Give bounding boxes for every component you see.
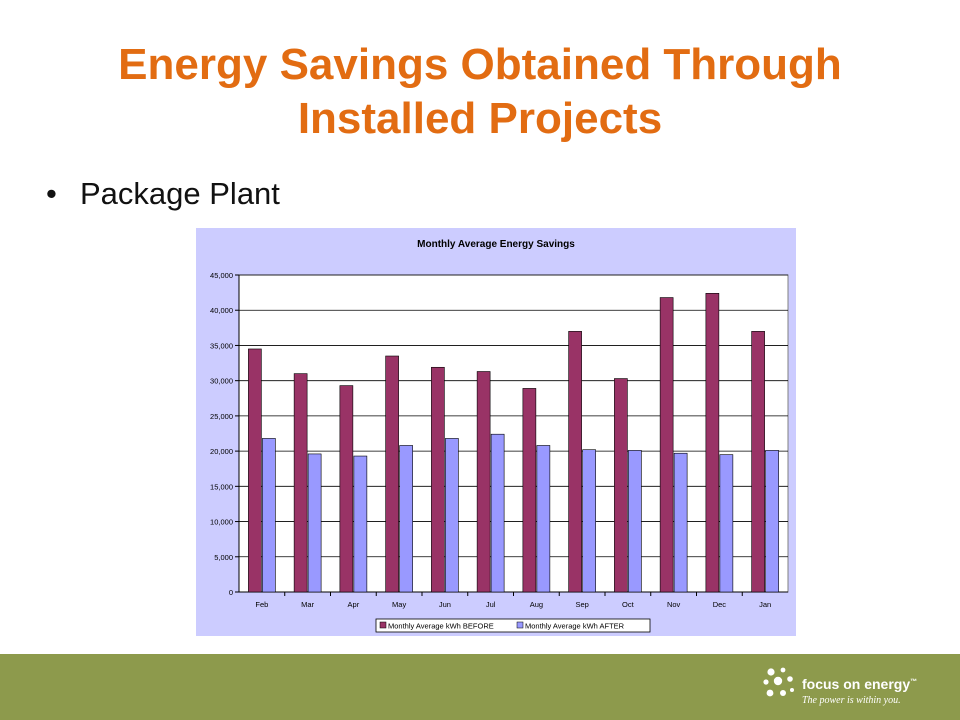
legend-label: Monthly Average kWh BEFORE: [388, 622, 494, 631]
x-tick-label: Aug: [530, 600, 543, 609]
legend-swatch: [516, 621, 524, 629]
bar-after: [582, 449, 596, 593]
bar-before: [522, 388, 537, 593]
x-tick-label: Sep: [575, 600, 588, 609]
legend-box: [375, 618, 651, 633]
brand-tagline: The power is within you.: [802, 695, 901, 706]
y-tick-label: 5,000: [214, 553, 233, 562]
bar-after: [765, 450, 779, 593]
dots-cluster-icon: [763, 667, 794, 697]
bar-before: [431, 366, 445, 593]
y-tick-label: 25,000: [210, 412, 233, 421]
bar-before: [614, 378, 628, 593]
bar-after: [719, 454, 734, 593]
bar-chart: Monthly Average Energy Savings 0 5,000 10,…: [210, 239, 789, 633]
brand-name: focus on energy™: [802, 676, 918, 692]
trademark: ™: [910, 678, 918, 686]
y-tick-label: 15,000: [210, 482, 233, 491]
y-tick-label: 30,000: [210, 377, 233, 386]
x-tick-label: Dec: [713, 600, 727, 609]
legend-label: Monthly Average kWh AFTER: [525, 622, 625, 631]
slide-title-line-1: Energy Savings Obtained Through: [118, 40, 842, 89]
bullet-text: Package Plant: [80, 176, 280, 211]
bar-before: [476, 371, 491, 593]
x-tick-label: Jul: [486, 600, 496, 609]
bar-before: [339, 385, 354, 593]
bar-after: [262, 438, 276, 593]
bar-after: [445, 438, 459, 593]
x-tick-label: Apr: [348, 600, 360, 609]
bar-before: [248, 348, 262, 593]
x-tick-label: May: [392, 600, 406, 609]
bar-after: [628, 450, 642, 593]
y-tick-label: 20,000: [210, 447, 233, 456]
x-tick-label: Oct: [622, 600, 635, 609]
chart-title: Monthly Average Energy Savings: [417, 239, 575, 250]
bar-after: [490, 433, 505, 593]
slide-title: Energy Savings Obtained Through Installe…: [0, 38, 960, 146]
focus-on-energy-logo: focus on energy™ The power is within you…: [762, 664, 952, 712]
slide-title-line-2: Installed Projects: [297, 94, 663, 143]
x-tick-label: Jan: [759, 600, 771, 609]
legend-swatch: [379, 621, 387, 629]
bar-before: [751, 331, 765, 593]
bar-after: [399, 445, 413, 593]
bar-after: [353, 455, 368, 593]
y-tick-label: 45,000: [210, 271, 233, 280]
plot-area: [238, 274, 789, 593]
x-tick-label: Nov: [667, 600, 681, 609]
y-tick-label: 10,000: [210, 518, 233, 527]
chart-container: Monthly Average Energy Savings 0 5,000 10,…: [196, 228, 796, 636]
x-tick-label: Mar: [301, 600, 314, 609]
bar-after: [307, 453, 322, 593]
bar-before: [705, 293, 720, 593]
bar-before: [385, 355, 399, 593]
bar-before: [659, 297, 674, 593]
footer-bar: [0, 654, 960, 720]
y-tick-label: 0: [229, 588, 233, 597]
x-tick-label: Jun: [439, 600, 451, 609]
bar-before: [568, 331, 582, 593]
bullet-item: • Package Plant: [46, 176, 280, 212]
y-tick-label: 35,000: [210, 341, 233, 350]
bullet-dot-icon: •: [46, 176, 57, 211]
y-tick-label: 40,000: [210, 306, 233, 315]
bar-after: [536, 445, 551, 593]
bar-before: [293, 373, 308, 593]
x-tick-label: Feb: [255, 600, 268, 609]
bar-after: [673, 452, 688, 593]
